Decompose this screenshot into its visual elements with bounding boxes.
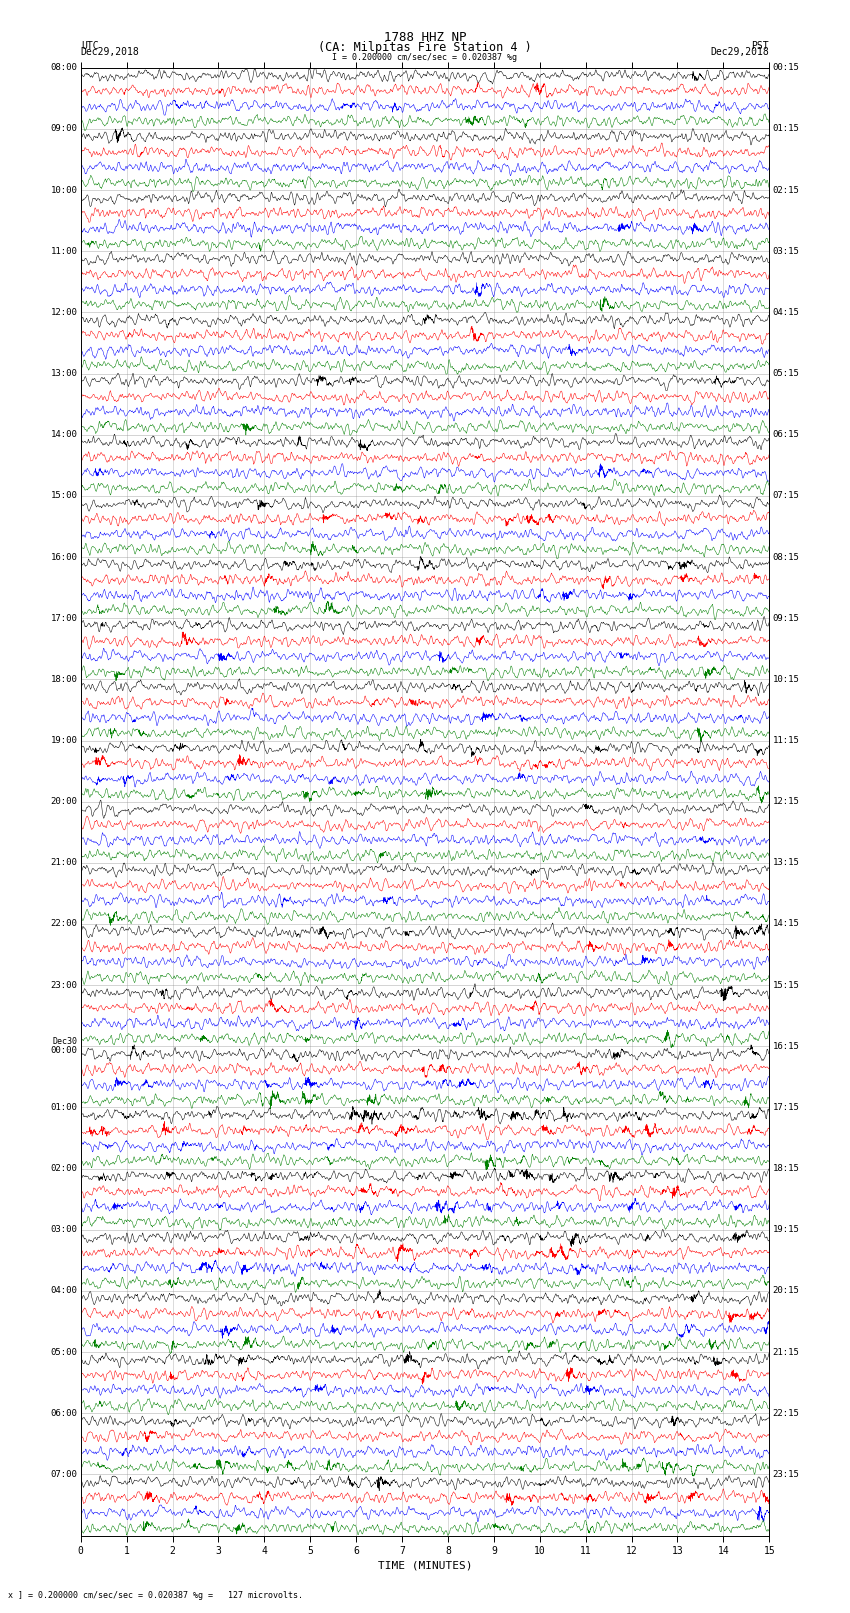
Text: 02:00: 02:00 <box>50 1165 77 1173</box>
Text: 14:15: 14:15 <box>773 919 800 929</box>
Text: Dec30: Dec30 <box>53 1037 77 1047</box>
Text: PST: PST <box>751 40 769 50</box>
Text: 23:00: 23:00 <box>50 981 77 990</box>
Text: 18:15: 18:15 <box>773 1165 800 1173</box>
Text: 06:15: 06:15 <box>773 431 800 439</box>
Text: x ] = 0.200000 cm/sec/sec = 0.020387 %g =   127 microvolts.: x ] = 0.200000 cm/sec/sec = 0.020387 %g … <box>8 1590 303 1600</box>
Text: 16:00: 16:00 <box>50 553 77 561</box>
Text: 22:00: 22:00 <box>50 919 77 929</box>
Text: 16:15: 16:15 <box>773 1042 800 1050</box>
Text: 05:15: 05:15 <box>773 369 800 377</box>
Text: Dec29,2018: Dec29,2018 <box>81 47 139 58</box>
Text: 07:00: 07:00 <box>50 1469 77 1479</box>
Text: 1788 HHZ NP: 1788 HHZ NP <box>383 31 467 44</box>
Text: 15:15: 15:15 <box>773 981 800 990</box>
Text: Dec29,2018: Dec29,2018 <box>711 47 769 58</box>
Text: UTC: UTC <box>81 40 99 50</box>
Text: 08:00: 08:00 <box>50 63 77 73</box>
Text: 07:15: 07:15 <box>773 492 800 500</box>
Text: 11:00: 11:00 <box>50 247 77 256</box>
Text: 23:15: 23:15 <box>773 1469 800 1479</box>
Text: 17:15: 17:15 <box>773 1103 800 1111</box>
Text: 09:00: 09:00 <box>50 124 77 134</box>
Text: 09:15: 09:15 <box>773 613 800 623</box>
Text: 22:15: 22:15 <box>773 1408 800 1418</box>
Text: 13:15: 13:15 <box>773 858 800 868</box>
Text: 00:00: 00:00 <box>50 1047 77 1055</box>
Text: 19:15: 19:15 <box>773 1226 800 1234</box>
Text: 21:15: 21:15 <box>773 1347 800 1357</box>
Text: 00:15: 00:15 <box>773 63 800 73</box>
Text: 11:15: 11:15 <box>773 736 800 745</box>
Text: 10:15: 10:15 <box>773 674 800 684</box>
Text: 14:00: 14:00 <box>50 431 77 439</box>
Text: 03:00: 03:00 <box>50 1226 77 1234</box>
Text: 12:00: 12:00 <box>50 308 77 316</box>
Text: 20:00: 20:00 <box>50 797 77 806</box>
Text: 18:00: 18:00 <box>50 674 77 684</box>
Text: 19:00: 19:00 <box>50 736 77 745</box>
Text: (CA: Milpitas Fire Station 4 ): (CA: Milpitas Fire Station 4 ) <box>318 40 532 53</box>
Text: 21:00: 21:00 <box>50 858 77 868</box>
Text: 06:00: 06:00 <box>50 1408 77 1418</box>
Text: 10:00: 10:00 <box>50 185 77 195</box>
Text: 20:15: 20:15 <box>773 1287 800 1295</box>
Text: 08:15: 08:15 <box>773 553 800 561</box>
Text: 04:15: 04:15 <box>773 308 800 316</box>
Text: 12:15: 12:15 <box>773 797 800 806</box>
Text: 15:00: 15:00 <box>50 492 77 500</box>
Text: 01:15: 01:15 <box>773 124 800 134</box>
Text: 17:00: 17:00 <box>50 613 77 623</box>
Text: 05:00: 05:00 <box>50 1347 77 1357</box>
Text: 02:15: 02:15 <box>773 185 800 195</box>
X-axis label: TIME (MINUTES): TIME (MINUTES) <box>377 1560 473 1569</box>
Text: 03:15: 03:15 <box>773 247 800 256</box>
Text: 01:00: 01:00 <box>50 1103 77 1111</box>
Text: I = 0.200000 cm/sec/sec = 0.020387 %g: I = 0.200000 cm/sec/sec = 0.020387 %g <box>332 53 518 63</box>
Text: 04:00: 04:00 <box>50 1287 77 1295</box>
Text: 13:00: 13:00 <box>50 369 77 377</box>
